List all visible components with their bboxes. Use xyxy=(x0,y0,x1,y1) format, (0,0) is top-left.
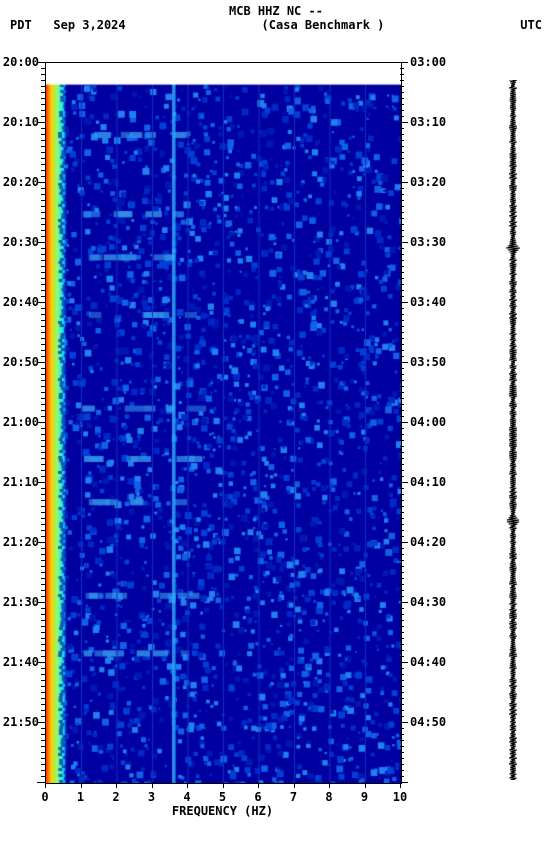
y-right-label: 03:40 xyxy=(410,295,446,309)
y-left-label: 20:30 xyxy=(3,235,39,249)
tz-left: PDT xyxy=(10,18,32,32)
site-name: (Casa Benchmark ) xyxy=(262,18,385,32)
y-left-label: 21:40 xyxy=(3,655,39,669)
x-tick-label: 8 xyxy=(325,790,332,804)
y-left-label: 21:20 xyxy=(3,535,39,549)
waveform-svg xyxy=(505,80,521,780)
x-tick-label: 5 xyxy=(219,790,226,804)
y-right-label: 04:10 xyxy=(410,475,446,489)
y-right-label: 03:00 xyxy=(410,55,446,69)
y-left-label: 21:10 xyxy=(3,475,39,489)
y-left-label: 20:50 xyxy=(3,355,39,369)
x-tick-label: 2 xyxy=(112,790,119,804)
y-left-label: 21:50 xyxy=(3,715,39,729)
y-right-label: 04:30 xyxy=(410,595,446,609)
x-tick-label: 6 xyxy=(254,790,261,804)
x-tick-label: 7 xyxy=(290,790,297,804)
y-left-label: 20:00 xyxy=(3,55,39,69)
y-left-label: 20:10 xyxy=(3,115,39,129)
y-right-label: 04:20 xyxy=(410,535,446,549)
tz-right: UTC xyxy=(520,18,542,32)
y-right-label: 03:30 xyxy=(410,235,446,249)
y-right-label: 03:20 xyxy=(410,175,446,189)
y-right-label: 04:00 xyxy=(410,415,446,429)
station-line: MCB HHZ NC -- xyxy=(229,4,323,18)
x-tick-label: 9 xyxy=(361,790,368,804)
y-right-label: 03:10 xyxy=(410,115,446,129)
y-left-label: 21:00 xyxy=(3,415,39,429)
spectrogram xyxy=(45,62,402,784)
y-left-label: 20:20 xyxy=(3,175,39,189)
spectrogram-canvas xyxy=(46,63,401,783)
y-right-label: 03:50 xyxy=(410,355,446,369)
waveform-sidebar xyxy=(505,80,521,780)
x-tick-label: 10 xyxy=(393,790,407,804)
y-left-label: 20:40 xyxy=(3,295,39,309)
y-axis-right: 03:0003:1003:2003:3003:4003:5004:0004:10… xyxy=(400,62,450,782)
y-right-label: 04:40 xyxy=(410,655,446,669)
x-tick-label: 0 xyxy=(41,790,48,804)
x-tick-label: 4 xyxy=(183,790,190,804)
y-right-label: 04:50 xyxy=(410,715,446,729)
y-left-label: 21:30 xyxy=(3,595,39,609)
x-axis-title: FREQUENCY (HZ) xyxy=(45,804,400,818)
y-axis-left: 20:0020:1020:2020:3020:4020:5021:0021:10… xyxy=(0,62,45,782)
x-tick-label: 3 xyxy=(148,790,155,804)
date: Sep 3,2024 xyxy=(53,18,125,32)
x-axis: FREQUENCY (HZ) 012345678910 xyxy=(45,782,400,822)
x-tick-label: 1 xyxy=(77,790,84,804)
